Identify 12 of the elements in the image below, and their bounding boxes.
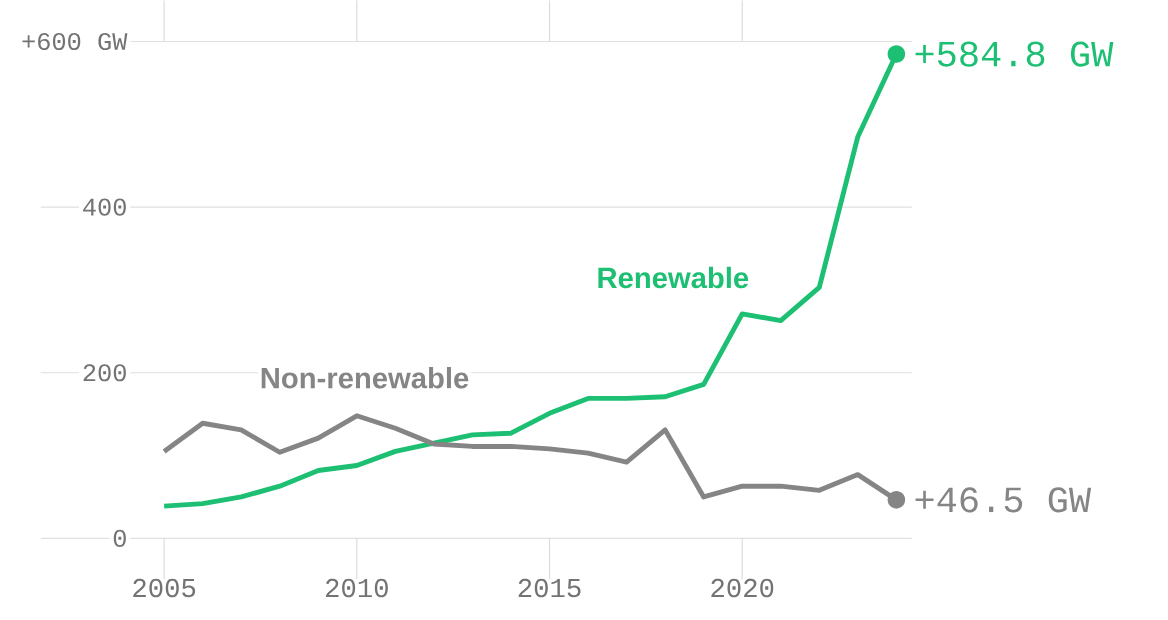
annotation: +46.5 GW (915, 487, 1092, 513)
y-tick-label: +600 GW (22, 32, 128, 50)
x-tick-label: 2020 (711, 578, 774, 598)
series-label: Renewable (598, 266, 749, 289)
y-tick-label: 400 (83, 198, 126, 216)
x-tick-label: 2005 (133, 578, 196, 598)
y-tick-label: 200 (83, 364, 126, 382)
y-tick-label: 0 (113, 529, 126, 547)
annotation: +584.8 GW (915, 41, 1114, 67)
x-tick-label: 2010 (325, 578, 388, 598)
series-label: Non-renewable (261, 366, 469, 389)
x-tick-label: 2015 (518, 578, 581, 598)
